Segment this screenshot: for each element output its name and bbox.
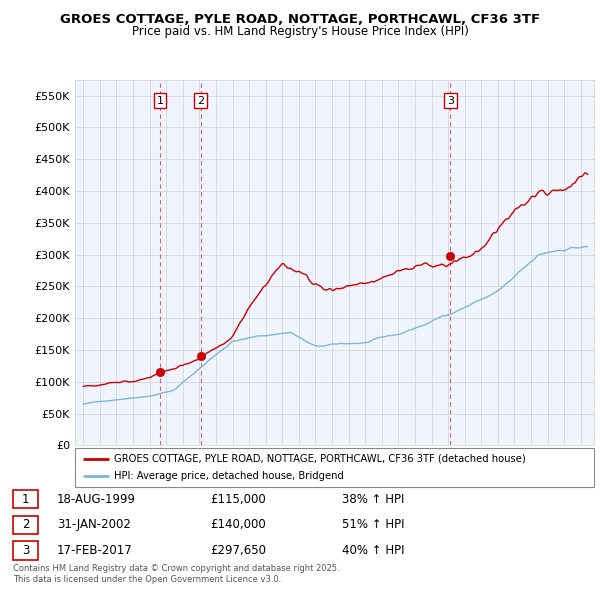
- Text: 2: 2: [197, 96, 204, 106]
- Text: 3: 3: [447, 96, 454, 106]
- Text: 38% ↑ HPI: 38% ↑ HPI: [342, 493, 404, 506]
- Text: £115,000: £115,000: [210, 493, 266, 506]
- Text: 18-AUG-1999: 18-AUG-1999: [57, 493, 136, 506]
- Text: GROES COTTAGE, PYLE ROAD, NOTTAGE, PORTHCAWL, CF36 3TF (detached house): GROES COTTAGE, PYLE ROAD, NOTTAGE, PORTH…: [114, 454, 526, 464]
- Text: HPI: Average price, detached house, Bridgend: HPI: Average price, detached house, Brid…: [114, 471, 344, 481]
- Text: GROES COTTAGE, PYLE ROAD, NOTTAGE, PORTHCAWL, CF36 3TF: GROES COTTAGE, PYLE ROAD, NOTTAGE, PORTH…: [60, 13, 540, 26]
- Bar: [13, 516, 38, 535]
- Text: £297,650: £297,650: [210, 544, 266, 558]
- Text: 40% ↑ HPI: 40% ↑ HPI: [342, 544, 404, 558]
- Text: 31-JAN-2002: 31-JAN-2002: [57, 519, 131, 532]
- Text: Contains HM Land Registry data © Crown copyright and database right 2025.
This d: Contains HM Land Registry data © Crown c…: [13, 565, 340, 584]
- Text: 17-FEB-2017: 17-FEB-2017: [57, 544, 133, 558]
- Text: 2: 2: [22, 519, 29, 532]
- Text: 1: 1: [157, 96, 164, 106]
- Text: 1: 1: [22, 493, 29, 506]
- Text: 3: 3: [22, 544, 29, 558]
- Bar: [13, 542, 38, 560]
- Text: Price paid vs. HM Land Registry's House Price Index (HPI): Price paid vs. HM Land Registry's House …: [131, 25, 469, 38]
- Text: 51% ↑ HPI: 51% ↑ HPI: [342, 519, 404, 532]
- Text: £140,000: £140,000: [210, 519, 266, 532]
- Bar: [13, 490, 38, 509]
